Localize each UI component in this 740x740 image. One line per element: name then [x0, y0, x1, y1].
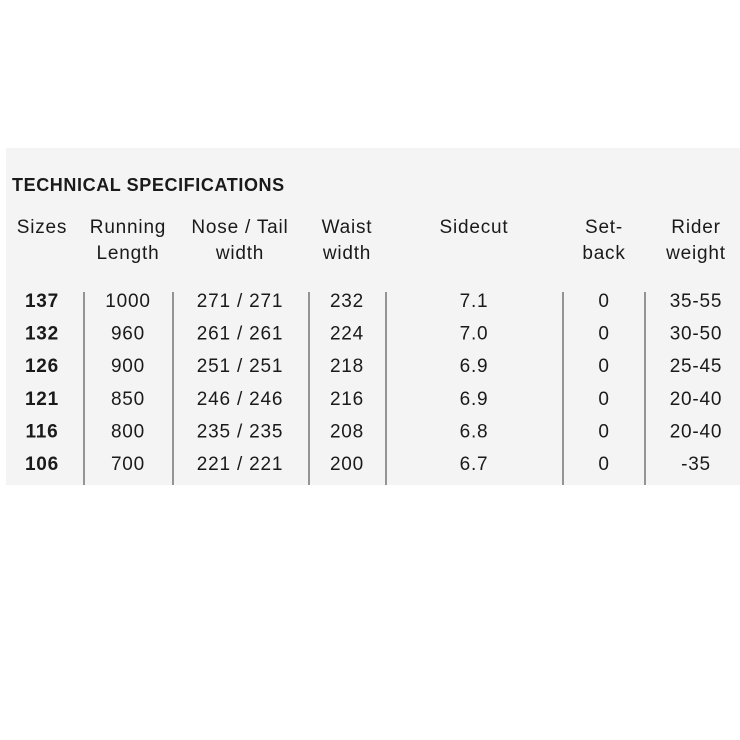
table-cell: 261 / 261 [197, 324, 283, 345]
table-cell: 216 [330, 389, 364, 410]
table-cell: 224 [330, 324, 364, 345]
size-cell: 121 [25, 389, 59, 410]
table-cell: 960 [111, 324, 145, 345]
table-cell: 0 [598, 291, 609, 312]
table-cell: 200 [330, 454, 364, 475]
column-header: Sizes [17, 217, 67, 238]
table-cell: 6.9 [460, 356, 489, 377]
table-cell: 7.1 [460, 291, 489, 312]
table-cell: 0 [598, 389, 609, 410]
column-header: Waist [322, 217, 373, 238]
column-header: Nose / Tail [191, 217, 288, 238]
column-header: Sidecut [440, 217, 509, 238]
size-cell: 116 [25, 421, 58, 442]
column-header: width [322, 243, 371, 264]
size-cell: 126 [25, 356, 59, 377]
table-cell: -35 [681, 454, 711, 475]
table-cell: 0 [598, 421, 609, 442]
table-cell: 271 / 271 [197, 291, 283, 312]
size-cell: 132 [25, 324, 59, 345]
title: TECHNICAL SPECIFICATIONS [12, 175, 285, 195]
size-cell: 106 [25, 454, 59, 475]
table-cell: 232 [330, 291, 364, 312]
table-cell: 6.7 [460, 454, 489, 475]
table-cell: 900 [111, 356, 145, 377]
table-cell: 35-55 [670, 291, 723, 312]
table-cell: 7.0 [460, 324, 489, 345]
table-cell: 0 [598, 454, 609, 475]
table-cell: 251 / 251 [197, 356, 283, 377]
table-cell: 800 [111, 421, 145, 442]
table-cell: 0 [598, 324, 609, 345]
table-cell: 6.9 [460, 389, 489, 410]
table-cell: 20-40 [670, 389, 723, 410]
table-cell: 246 / 246 [197, 389, 283, 410]
column-header: Rider [671, 217, 720, 238]
table-cell: 700 [111, 454, 145, 475]
size-cell: 137 [25, 291, 59, 312]
table-cell: 221 / 221 [197, 454, 283, 475]
table-cell: 30-50 [670, 324, 723, 345]
table-cell: 850 [111, 389, 145, 410]
table-cell: 6.8 [460, 421, 489, 442]
table-cell: 1000 [105, 291, 150, 312]
table-cell: 0 [598, 356, 609, 377]
table-cell: 20-40 [670, 421, 723, 442]
column-header: Length [97, 243, 160, 264]
table-cell: 25-45 [670, 356, 723, 377]
column-header: back [582, 243, 625, 264]
column-header: width [215, 243, 264, 264]
table-cell: 208 [330, 421, 364, 442]
table-cell: 218 [330, 356, 364, 377]
column-header: Set- [585, 217, 623, 238]
table-cell: 235 / 235 [197, 421, 283, 442]
column-header: weight [665, 243, 726, 264]
panel [6, 148, 740, 485]
column-header: Running [90, 217, 166, 238]
